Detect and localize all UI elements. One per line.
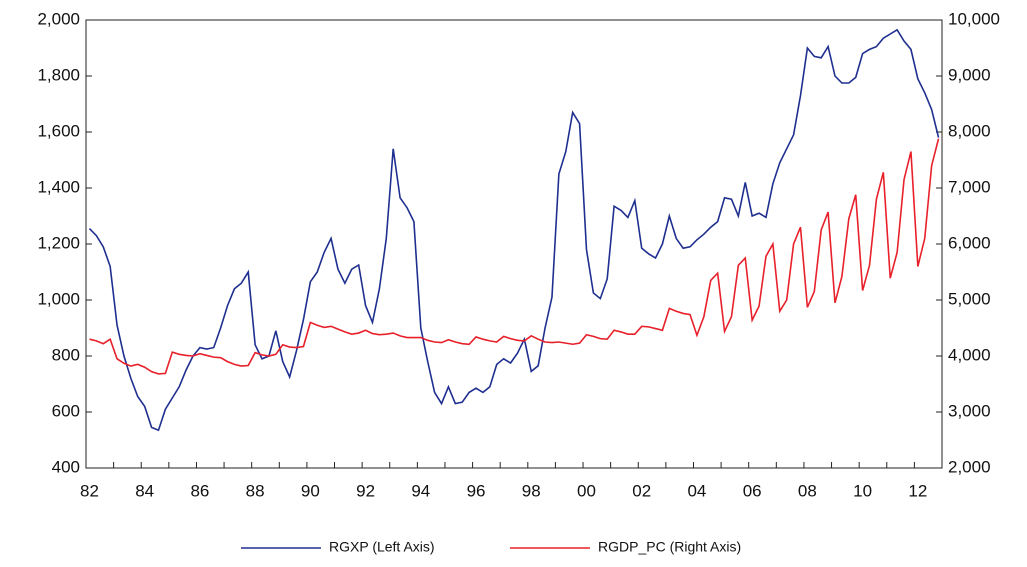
series-line xyxy=(88,28,940,432)
legend-label: RGXP (Left Axis) xyxy=(329,539,435,555)
x-tick-label: 08 xyxy=(798,481,817,500)
y-tick-label: 800 xyxy=(52,345,80,364)
x-tick-label: 10 xyxy=(853,481,872,500)
plot-frame xyxy=(85,19,943,469)
y-tick-label: 2,000 xyxy=(948,457,991,476)
y-tick-label: 5,000 xyxy=(948,289,991,308)
x-tick-label: 96 xyxy=(467,481,486,500)
y-tick-label: 600 xyxy=(52,401,80,420)
y-tick-label: 10,000 xyxy=(948,9,1000,28)
x-tick-label: 82 xyxy=(80,481,99,500)
y-tick-label: 1,000 xyxy=(37,289,80,308)
x-tick-label: 88 xyxy=(246,481,265,500)
y-tick-label: 7,000 xyxy=(948,177,991,196)
y-tick-label: 1,400 xyxy=(37,177,80,196)
x-tick-label: 92 xyxy=(356,481,375,500)
x-tick-label: 98 xyxy=(522,481,541,500)
x-tick-label: 86 xyxy=(190,481,209,500)
x-tick-label: 84 xyxy=(135,481,154,500)
legend: RGXP (Left Axis) RGDP_PC (Right Axis) xyxy=(241,539,741,555)
x-tick-label: 12 xyxy=(908,481,927,500)
y-tick-label: 9,000 xyxy=(948,65,991,84)
x-tick-label: 00 xyxy=(577,481,596,500)
y-tick-label: 6,000 xyxy=(948,233,991,252)
legend-label: RGDP_PC (Right Axis) xyxy=(598,539,741,555)
y-tick-label: 1,600 xyxy=(37,121,80,140)
series-line xyxy=(89,138,940,375)
y-tick-label: 8,000 xyxy=(948,121,991,140)
x-tick-label: 90 xyxy=(301,481,320,500)
y-tick-label: 2,000 xyxy=(37,9,80,28)
x-tick-label: 94 xyxy=(411,481,430,500)
y-tick-label: 3,000 xyxy=(948,401,991,420)
y-tick-label: 1,800 xyxy=(37,65,80,84)
y-tick-label: 1,200 xyxy=(37,233,80,252)
x-tick-label: 02 xyxy=(632,481,651,500)
y-tick-label: 400 xyxy=(52,457,80,476)
x-tick-label: 04 xyxy=(687,481,706,500)
y-tick-label: 4,000 xyxy=(948,345,991,364)
x-tick-label: 06 xyxy=(743,481,762,500)
